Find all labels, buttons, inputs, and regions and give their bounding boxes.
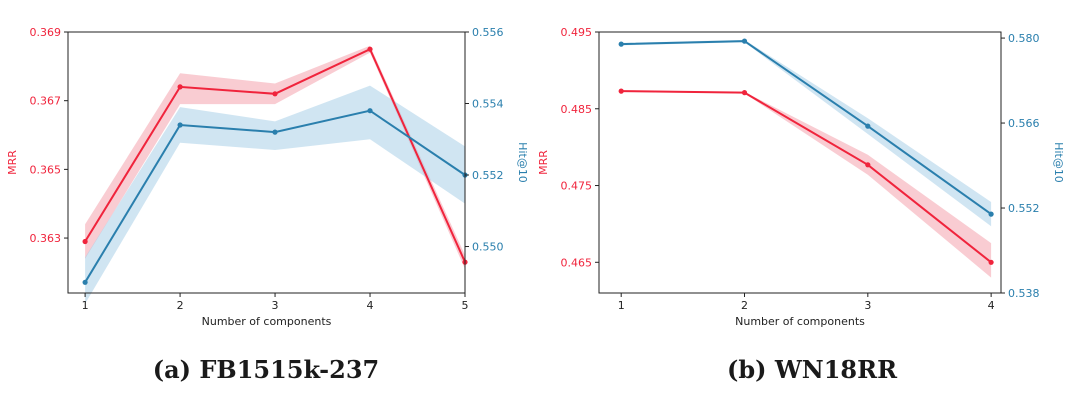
x-tick-label: 4 — [367, 299, 374, 312]
data-point-mrr — [272, 91, 278, 97]
x-tick-label: 1 — [618, 299, 625, 312]
plot-frame — [67, 31, 466, 294]
data-point-mrr — [618, 88, 624, 94]
y-right-tick-label: 0.538 — [1008, 287, 1040, 300]
data-point-mrr — [741, 90, 748, 96]
chart-panel-2: 1 2 3 4 0.465 0.475 0.485 0.495 0.538 0.552 0.566 0… — [537, 26, 1065, 384]
plot-frame — [598, 31, 1002, 294]
x-tick-label: 3 — [864, 299, 871, 312]
y-left-axis-label: MRR — [6, 150, 19, 175]
y-left-axis-label: MRR — [537, 150, 550, 175]
y-right-axis-label: Hit@10 — [516, 142, 529, 183]
subfigure-caption: (b) WN18RR — [727, 355, 898, 384]
data-point-mrr — [865, 162, 871, 168]
y-right-tick-label: 0.552 — [472, 169, 504, 182]
chart-panel-1: 1 2 3 4 5 0.363 0.365 0.367 0.369 0.550 0.552 0.554… — [6, 26, 529, 384]
x-tick-label: 2 — [177, 299, 184, 312]
y-left-tick-label: 0.485 — [561, 103, 593, 116]
y-right-tick-label: 0.566 — [1008, 117, 1040, 130]
y-left-tick-label: 0.475 — [561, 180, 593, 193]
data-point-hit10 — [272, 129, 278, 135]
data-point-hit10 — [367, 108, 373, 114]
x-tick-label: 2 — [741, 299, 748, 312]
y-right-tick-label: 0.580 — [1008, 32, 1040, 45]
x-tick-label: 1 — [82, 299, 89, 312]
series-line-hit10 — [621, 40, 992, 215]
confidence-band-mrr — [85, 45, 465, 270]
data-point-mrr — [82, 238, 88, 245]
y-left-tick-label: 0.369 — [30, 26, 62, 39]
y-left-tick-label: 0.365 — [30, 163, 62, 176]
x-axis-label: Number of components — [735, 315, 865, 328]
x-tick-label: 5 — [462, 299, 469, 312]
data-point-hit10 — [618, 41, 624, 47]
x-tick-label: 4 — [988, 299, 995, 312]
confidence-band-hit10 — [85, 85, 465, 304]
data-point-hit10 — [741, 38, 748, 44]
data-point-hit10 — [82, 279, 88, 285]
data-point-mrr — [367, 46, 373, 52]
y-left-tick-label: 0.367 — [30, 95, 62, 108]
series-line-mrr — [621, 90, 992, 264]
y-right-axis-label: Hit@10 — [1052, 142, 1065, 183]
data-point-hit10 — [988, 211, 994, 217]
data-point-hit10 — [865, 123, 871, 129]
y-right-tick-label: 0.556 — [472, 26, 504, 39]
y-right-tick-label: 0.554 — [472, 98, 504, 111]
y-left-tick-label: 0.363 — [30, 232, 62, 245]
data-point-mrr — [177, 84, 183, 90]
data-point-hit10 — [177, 122, 183, 128]
x-tick-label: 3 — [272, 299, 279, 312]
y-left-tick-label: 0.465 — [561, 256, 593, 269]
x-axis-label: Number of components — [202, 315, 332, 328]
y-right-tick-label: 0.550 — [472, 241, 504, 254]
subfigure-caption: (a) FB1515k-237 — [153, 355, 379, 384]
y-right-tick-label: 0.552 — [1008, 202, 1040, 215]
data-point-mrr — [988, 259, 994, 265]
y-left-tick-label: 0.495 — [561, 26, 593, 39]
